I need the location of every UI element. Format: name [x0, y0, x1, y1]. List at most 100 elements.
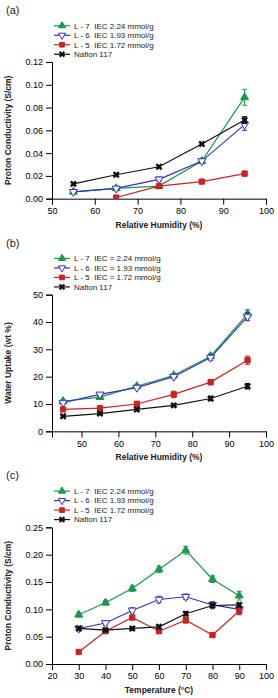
- x-tick-label: 90: [235, 671, 245, 681]
- y-tick: 0.00: [25, 659, 52, 669]
- panel-title: (c): [6, 469, 19, 481]
- point: [114, 195, 119, 199]
- x-axis: 50 60 70 80 90 100: [47, 199, 274, 216]
- point: [242, 171, 247, 176]
- x-tick-label: 100: [259, 439, 274, 449]
- point: [101, 598, 109, 605]
- x-tick-label: 90: [219, 206, 229, 216]
- y-tick-mark: [46, 582, 52, 583]
- error-bar: [183, 618, 188, 623]
- point: [239, 115, 249, 125]
- y-tick-mark: [46, 85, 52, 86]
- y-tick: 0.06: [25, 126, 52, 136]
- y-tick-label: 0.12: [25, 57, 43, 67]
- x-tick-label: 50: [77, 439, 87, 449]
- x-tick-label: 50: [47, 206, 57, 216]
- legend-swatch-marker: [60, 275, 65, 280]
- x-tick: 80: [176, 199, 186, 216]
- error-bar: [171, 391, 176, 398]
- x-tick-mark: [192, 431, 193, 437]
- x-tick-label: 60: [90, 206, 100, 216]
- legend-label: L - 6 IEC 1.93 mmol/g: [74, 31, 154, 40]
- x-axis-title: Relative Humidity (%): [116, 452, 203, 462]
- point: [96, 393, 104, 400]
- x-tick-mark: [106, 664, 107, 670]
- error-bar: [210, 633, 215, 637]
- series-line: [73, 120, 244, 184]
- point: [95, 408, 105, 418]
- x-tick-label: 70: [151, 439, 161, 449]
- x-tick-mark: [138, 199, 139, 205]
- x-tick-mark: [180, 199, 181, 205]
- series: [59, 309, 252, 403]
- panel: 506070809010001020304050Relative Humidit…: [3, 237, 274, 463]
- series: [58, 381, 253, 421]
- legend-swatch-marker: [60, 508, 65, 513]
- x-tick-mark: [95, 199, 96, 205]
- y-tick: 0.00: [25, 194, 52, 204]
- y-tick-mark: [46, 176, 52, 177]
- point: [171, 392, 176, 397]
- y-axis-title: Proton Conductivity (S/cm): [3, 75, 13, 185]
- x-tick: 70: [181, 664, 191, 681]
- x-tick: 40: [101, 664, 111, 681]
- y-tick: 0.08: [25, 103, 52, 113]
- y-tick-label: 40: [33, 317, 43, 327]
- legend-item: L - 7 IEC = 2.24 mmol/g: [54, 254, 161, 263]
- y-tick-mark: [46, 322, 52, 323]
- point: [112, 186, 120, 193]
- x-axis-line: [53, 432, 267, 438]
- point: [199, 179, 204, 184]
- point: [244, 314, 252, 321]
- y-tick-label: 0.25: [25, 523, 43, 533]
- y-tick-label: 20: [33, 372, 43, 382]
- legend-swatch-marker: [57, 282, 67, 292]
- x-tick-mark: [118, 431, 119, 437]
- y-tick-mark: [46, 431, 52, 432]
- x-tick: 90: [219, 199, 229, 216]
- y-tick-mark: [46, 637, 52, 638]
- point: [130, 615, 135, 620]
- x-tick-mark: [186, 664, 187, 670]
- x-tick-label: 60: [154, 671, 164, 681]
- x-axis-line: [53, 199, 267, 205]
- legend-label: Nafion 117: [74, 283, 113, 292]
- y-tick: 0.10: [25, 605, 52, 615]
- x-tick: 100: [259, 199, 274, 216]
- y-tick: 30: [33, 345, 52, 355]
- series-line: [79, 597, 240, 629]
- y-tick-label: 0.00: [25, 194, 43, 204]
- x-tick-mark: [79, 664, 80, 670]
- y-tick: 0: [38, 427, 52, 437]
- legend-item: L - 5 IEC 1.72 mmol/g: [54, 41, 154, 50]
- point: [155, 597, 163, 604]
- y-tick-label: 50: [33, 290, 43, 300]
- legend-item: L - 6 IEC 1.93 mmol/g: [54, 496, 154, 505]
- x-tick: 70: [133, 199, 143, 216]
- x-tick-mark: [266, 431, 267, 437]
- y-tick-label: 30: [33, 345, 43, 355]
- point: [127, 623, 137, 633]
- series-line: [63, 386, 247, 416]
- x-tick-label: 90: [225, 439, 235, 449]
- y-axis-line: [46, 295, 53, 432]
- y-tick: 0.04: [25, 148, 52, 158]
- point: [69, 190, 77, 197]
- x-axis: 5060708090100: [53, 431, 275, 448]
- point: [134, 401, 139, 406]
- legend-label: L - 5 IEC 1.72 mmol/g: [74, 506, 154, 515]
- series: [114, 171, 248, 199]
- y-axis: 0.000.050.100.150.200.25: [25, 523, 52, 670]
- error-bar: [237, 608, 242, 613]
- point: [170, 374, 178, 381]
- point: [197, 139, 207, 149]
- point: [101, 621, 109, 628]
- y-tick: 50: [33, 290, 52, 300]
- series: [59, 312, 252, 407]
- y-tick-label: 0.10: [25, 605, 43, 615]
- y-tick: 40: [33, 317, 52, 327]
- x-tick-mark: [159, 664, 160, 670]
- x-tick-mark: [213, 664, 214, 670]
- x-tick: 30: [74, 664, 84, 681]
- x-tick-mark: [229, 431, 230, 437]
